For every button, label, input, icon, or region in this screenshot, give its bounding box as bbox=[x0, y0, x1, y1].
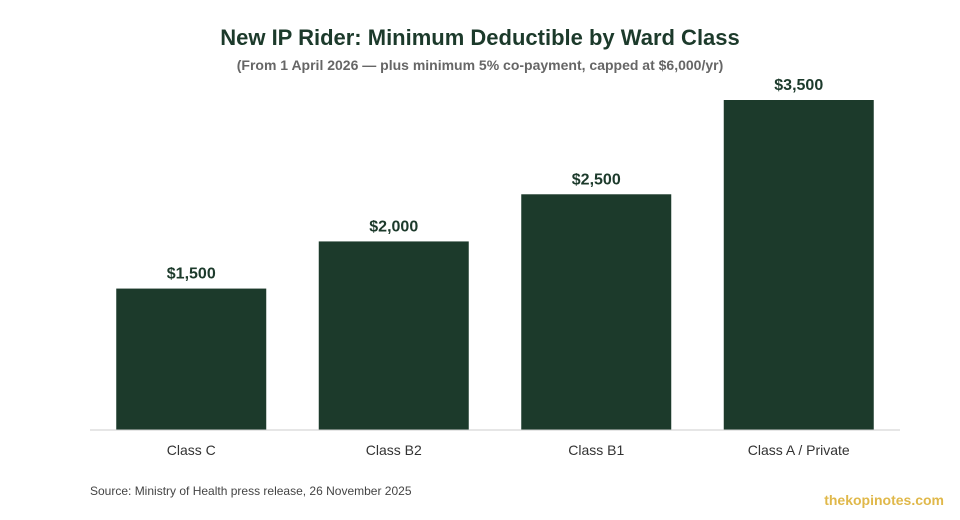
chart-title: New IP Rider: Minimum Deductible by Ward… bbox=[220, 25, 740, 50]
category-label-1: Class C bbox=[167, 442, 216, 458]
chart-subtitle: (From 1 April 2026 — plus minimum 5% co-… bbox=[237, 57, 724, 73]
bar-value-label-4: $3,500 bbox=[774, 77, 823, 94]
labels-group: $1,500 Class C $2,000 Class B2 $2,500 Class B… bbox=[167, 77, 850, 458]
bar-value-label-1: $1,500 bbox=[167, 266, 216, 283]
bar-value-label-3: $2,500 bbox=[572, 171, 621, 188]
bar-2 bbox=[318, 241, 469, 430]
bar-4 bbox=[723, 100, 874, 430]
source-note: Source: Ministry of Health press release… bbox=[90, 484, 412, 498]
bar-3 bbox=[521, 194, 672, 430]
category-label-2: Class B2 bbox=[366, 442, 422, 458]
bars-group bbox=[116, 100, 874, 430]
category-label-3: Class B1 bbox=[568, 442, 624, 458]
watermark: thekopinotes.com bbox=[824, 492, 944, 508]
category-label-4: Class A / Private bbox=[748, 442, 850, 458]
bar-value-label-2: $2,000 bbox=[369, 218, 418, 235]
bar-1 bbox=[116, 288, 267, 430]
